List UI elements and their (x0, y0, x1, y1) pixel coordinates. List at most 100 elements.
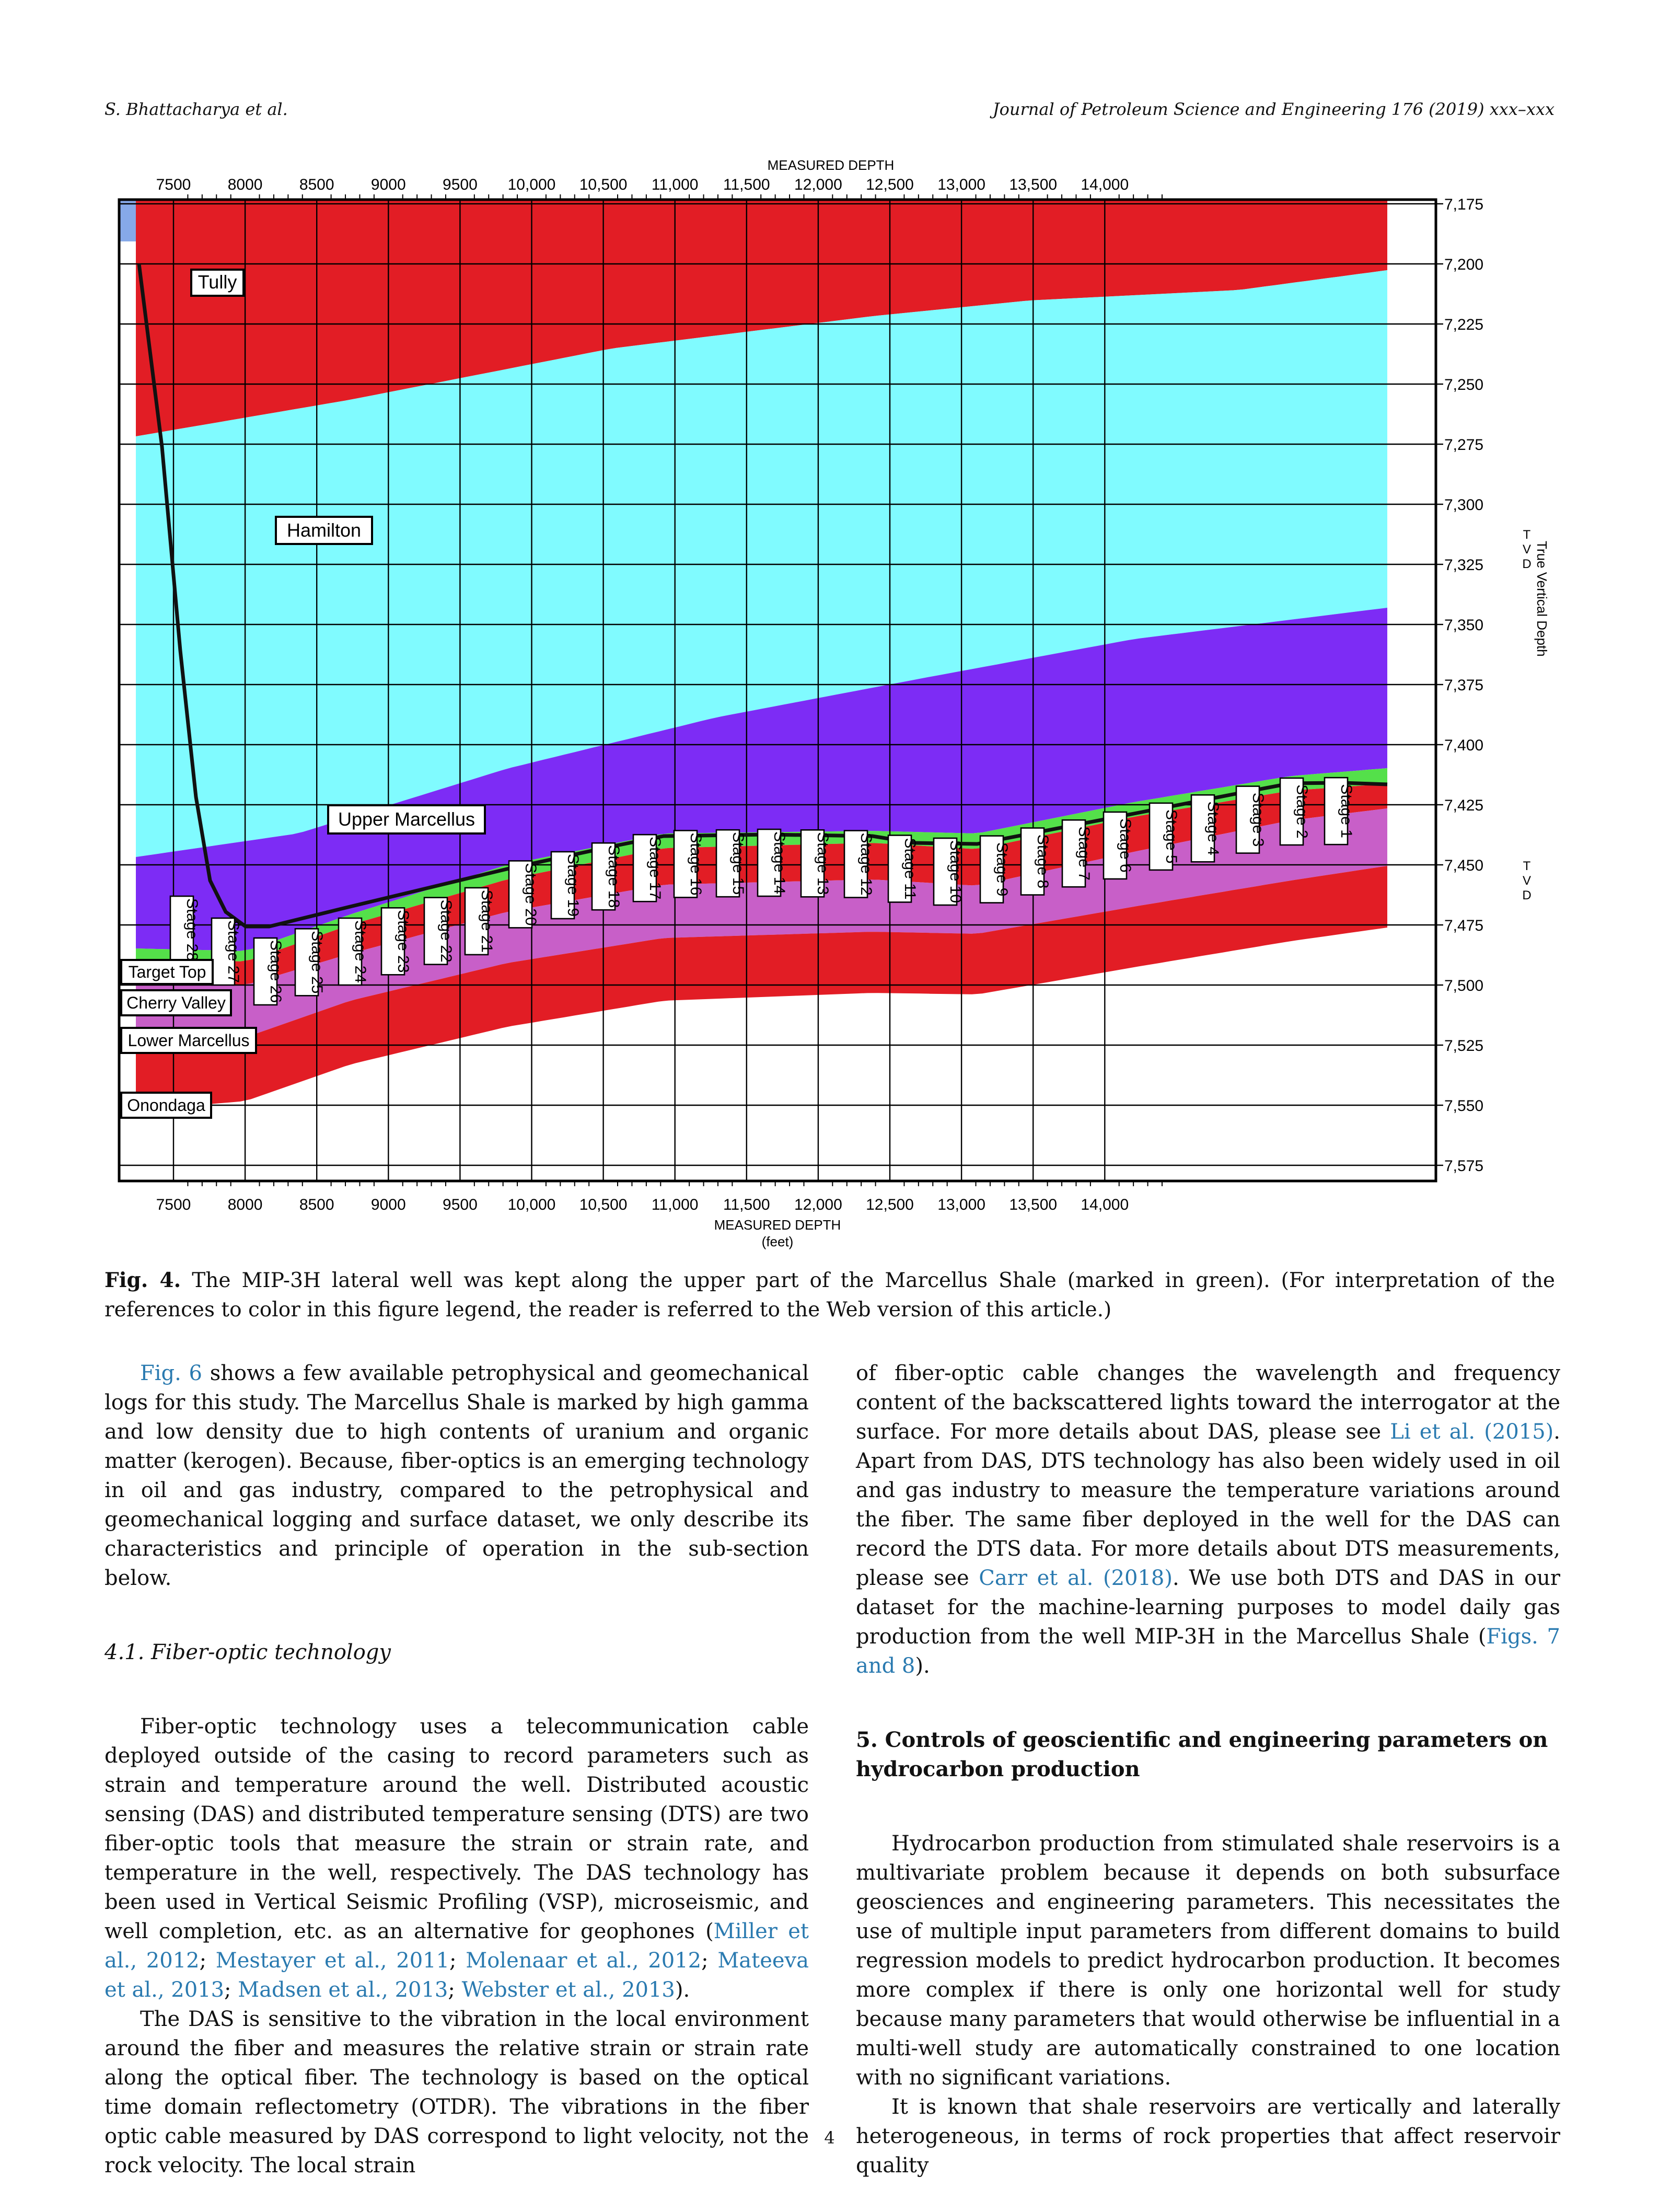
tvd-letter-v: V (1523, 542, 1531, 557)
stage-label-text: Stage 15 (729, 832, 747, 895)
stage-label: Stage 22 (423, 897, 455, 965)
stage-label-box (1190, 794, 1215, 863)
svg-text:Upper Marcellus: Upper Marcellus (338, 808, 475, 830)
stage-label-box (253, 937, 278, 1006)
stage-label: Stage 24 (338, 917, 369, 986)
stage-label: Stage 21 (464, 887, 495, 956)
stage-label-text: Stage 20 (522, 863, 539, 925)
md-tick-label-top: 7500 (156, 176, 191, 193)
caption-label: Fig. 4. (105, 1268, 181, 1292)
right-p1-text-a: of fiber-optic cable changes the wavelen… (856, 1361, 1560, 1444)
md-tick-label-bottom: 11,500 (723, 1196, 770, 1213)
md-tick-label-top: 12,000 (794, 176, 842, 193)
stage-label-box (211, 917, 236, 986)
md-tick-label-bottom: 7500 (156, 1196, 191, 1213)
label-upper-marcellus: Upper Marcellus (327, 804, 486, 835)
stage-label: Stage 11 (887, 835, 919, 903)
tvd-tick-label: 7,375 (1444, 677, 1483, 694)
tvd-letter-t: T (1523, 528, 1531, 542)
ref-mateeva[interactable]: Mateeva et al., 2013 (105, 1949, 809, 2002)
link-figs-7-8[interactable]: Figs. 7 and 8 (856, 1625, 1561, 1678)
md-tick-label-bottom: 9000 (371, 1196, 406, 1213)
stage-label-box (1324, 777, 1349, 846)
stage-label: Stage 8 (1020, 827, 1051, 896)
right-p1-text-c: . We use both DTS and DAS in our dataset… (856, 1566, 1561, 1649)
tvd-tick-label: 7,175 (1444, 196, 1483, 213)
stage-label: Stage 10 (933, 837, 964, 906)
stage-label-box (673, 830, 698, 898)
ref-li[interactable]: Li et al. (2015) (1390, 1420, 1554, 1444)
md-tick-label-top: 10,000 (508, 176, 556, 193)
right-paragraph-3: It is known that shale reservoirs are ve… (856, 2095, 1560, 2178)
tvd-tick-label: 7,400 (1444, 737, 1483, 754)
ref-miller[interactable]: Miller et al., 2012 (105, 1919, 809, 1973)
stage-label-text: Stage 23 (395, 910, 412, 972)
stage-label-text: Stage 7 (1075, 827, 1093, 881)
stage-label-text: Stage 16 (687, 832, 704, 895)
tvd-tick-label: 7,200 (1444, 256, 1483, 273)
stage-label-box (550, 851, 575, 920)
stage-label-text: Stage 1 (1338, 784, 1355, 838)
stage-label: Stage 18 (591, 842, 622, 911)
tvd-tick-label: 7,275 (1444, 436, 1483, 454)
stage-label-text: Stage 22 (437, 900, 455, 963)
stage-label-box (1020, 827, 1045, 896)
tvd-letter-t-2: T (1523, 859, 1531, 873)
stage-label-text: Stage 24 (352, 920, 369, 983)
top-axis-title: MEASURED DEPTH (768, 157, 895, 173)
md-tick-label-top: 11,000 (652, 176, 699, 193)
layer-hamilton (136, 270, 1387, 857)
stage-label-box (591, 842, 616, 911)
stage-label: Stage 25 (294, 928, 326, 997)
stage-label-text: Stage 8 (1034, 835, 1051, 888)
stage-label-text: Stage 5 (1163, 809, 1180, 863)
page-number: 4 (824, 2128, 835, 2148)
caption-text: The MIP-3H lateral well was kept along t… (105, 1269, 1555, 1322)
ref-carr[interactable]: Carr et al. (2018) (979, 1566, 1173, 1590)
tvd-tick-label: 7,550 (1444, 1097, 1483, 1115)
left-p2-text: Fiber-optic technology uses a telecommun… (105, 1715, 809, 1943)
stage-label: Stage 4 (1190, 794, 1222, 863)
link-fig-6[interactable]: Fig. 6 (140, 1361, 203, 1385)
svg-text:Onondaga: Onondaga (127, 1096, 205, 1115)
md-tick-label-bottom: 8000 (228, 1196, 263, 1213)
md-tick-label-top: 9000 (371, 176, 406, 193)
left-paragraph-3: The DAS is sensitive to the vibration in… (105, 2007, 809, 2178)
stage-label: Stage 27 (211, 917, 242, 986)
tvd-tick-label: 7,450 (1444, 857, 1483, 874)
right-p1-text-b: . Apart from DAS, DTS technology has als… (856, 1420, 1560, 1590)
stage-label: Stage 15 (715, 829, 747, 898)
stage-label-box (1103, 811, 1128, 880)
stage-label: Stage 14 (757, 828, 788, 897)
stage-label-text: Stage 17 (646, 837, 664, 899)
right-column: of fiber-optic cable changes the wavelen… (856, 1359, 1560, 2180)
bottom-axis-unit: (feet) (762, 1234, 794, 1249)
md-tick-label-top: 13,000 (937, 176, 985, 193)
tvd-tick-label: 7,250 (1444, 376, 1483, 393)
ref-madsen[interactable]: Madsen et al., 2013 (238, 1978, 448, 2002)
stage-label-text: Stage 6 (1117, 818, 1134, 872)
label-cherry-valley: Cherry Valley (120, 989, 232, 1016)
md-tick-label-bottom: 8500 (299, 1196, 334, 1213)
ref-molenaar[interactable]: Molenaar et al., 2012 (466, 1949, 702, 1973)
plot-frame (118, 198, 1437, 1183)
stage-label-box (338, 917, 363, 986)
stage-label-text: Stage 21 (478, 890, 495, 953)
stage-label: Stage 3 (1235, 785, 1267, 854)
right-paragraph-2: Hydrocarbon production from stimulated s… (856, 1832, 1560, 2090)
section-5-title: 5. Controls of geoscientific and enginee… (856, 1728, 1548, 1781)
stage-label-box (757, 828, 782, 897)
left-p1-text: shows a few available petrophysical and … (105, 1361, 809, 1590)
md-tick-label-bottom: 13,000 (937, 1196, 985, 1213)
stage-label-box (1235, 785, 1260, 854)
tvd-tick-label: 7,500 (1444, 977, 1483, 994)
stage-label-box (1148, 802, 1174, 871)
stage-label-box (1061, 819, 1086, 888)
ref-webster[interactable]: Webster et al., 2013 (461, 1978, 675, 2002)
stage-label-box (843, 830, 868, 898)
running-head-journal: Journal of Petroleum Science and Enginee… (992, 99, 1554, 119)
stage-label: Stage 6 (1103, 811, 1134, 880)
right-p1-text-d: ). (915, 1654, 930, 1678)
ref-mestayer[interactable]: Mestayer et al., 2011 (215, 1949, 450, 1973)
svg-text:Cherry Valley: Cherry Valley (126, 993, 226, 1012)
